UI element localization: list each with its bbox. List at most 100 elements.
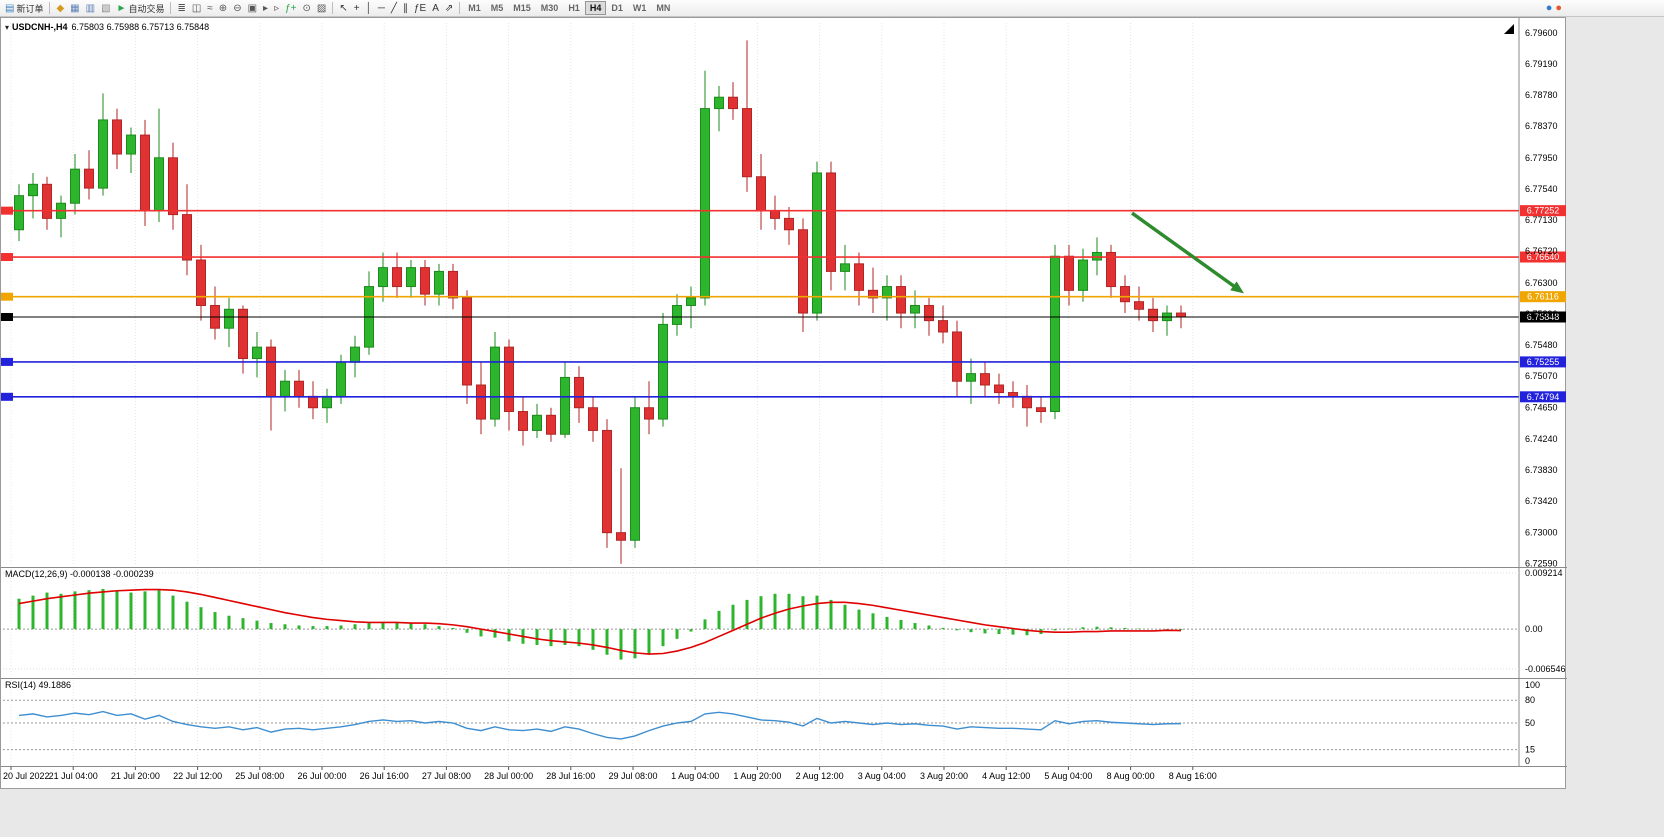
rsi-label: RSI(14) 49.1886 bbox=[5, 680, 72, 690]
tile-windows-icon[interactable]: ▣ bbox=[245, 1, 260, 16]
svg-text:6.77540: 6.77540 bbox=[1525, 184, 1558, 194]
vertical-line-icon-glyph: │ bbox=[365, 2, 372, 14]
svg-text:1 Aug 04:00: 1 Aug 04:00 bbox=[671, 771, 719, 781]
channel-icon-glyph: ∥ bbox=[402, 2, 408, 14]
price-axis[interactable]: 6.79600 6.79190 6.78780 6.78370 6.77950 6.775… bbox=[1525, 28, 1558, 569]
svg-text:21 Jul 04:00: 21 Jul 04:00 bbox=[49, 771, 98, 781]
support-line[interactable]: 6.75255 bbox=[1, 356, 1566, 368]
toolbar-separator bbox=[459, 2, 461, 14]
time-axis[interactable]: 20 Jul 2022 21 Jul 04:00 21 Jul 20:00 22 Ju… bbox=[3, 766, 1217, 782]
svg-text:26 Jul 00:00: 26 Jul 00:00 bbox=[297, 771, 346, 781]
data-window-icon[interactable]: ▥ bbox=[83, 1, 98, 16]
svg-text:8 Aug 16:00: 8 Aug 16:00 bbox=[1169, 771, 1217, 781]
svg-text:0: 0 bbox=[1525, 756, 1530, 766]
svg-text:25 Jul 08:00: 25 Jul 08:00 bbox=[235, 771, 284, 781]
arrows-icon[interactable]: ⇗ bbox=[442, 1, 456, 16]
text-icon-glyph: A bbox=[432, 2, 439, 14]
tile-windows-icon-glyph: ▣ bbox=[247, 2, 258, 14]
timeframe-h1[interactable]: H1 bbox=[568, 3, 580, 13]
resistance-2-line[interactable]: 6.76640 bbox=[1, 251, 1566, 263]
toolbar-separator bbox=[332, 2, 334, 14]
toolbar-button-area: ▤ 新订单 ◆ ▦ ▥ ▧ ► 自动交易 ≣ ◫ ≈ ⊕ ⊖ ▣ ▸ ▹ ƒ+ ⊙ ▨ ↖ + │ ─ ╱ ∥ ƒE A ⇗ M1 M5 M… bbox=[2, 1, 675, 16]
svg-text:6.77130: 6.77130 bbox=[1525, 215, 1558, 225]
fibonacci-icon[interactable]: ƒE bbox=[411, 1, 429, 16]
svg-text:6.74240: 6.74240 bbox=[1525, 434, 1558, 444]
chart-canvas[interactable]: 6.77252 6.76640 6.76116 6.75848 6.75255 6.747… bbox=[1, 18, 1567, 790]
resistance-line[interactable]: 6.77252 bbox=[1, 205, 1566, 217]
svg-text:6.75480: 6.75480 bbox=[1525, 340, 1558, 350]
crosshair-icon-glyph: + bbox=[353, 2, 360, 14]
scroll-to-end-marker[interactable] bbox=[1504, 24, 1514, 34]
strategy-tester-icon[interactable]: ▧ bbox=[98, 1, 113, 16]
svg-text:6.72590: 6.72590 bbox=[1525, 559, 1558, 569]
zoom-in-icon-glyph: ⊕ bbox=[218, 2, 228, 14]
svg-text:21 Jul 20:00: 21 Jul 20:00 bbox=[111, 771, 160, 781]
timeframe-m5[interactable]: M5 bbox=[490, 3, 504, 13]
crosshair-icon[interactable]: + bbox=[351, 1, 363, 16]
svg-text:80: 80 bbox=[1525, 695, 1535, 705]
templates-icon[interactable]: ▨ bbox=[314, 1, 329, 16]
chart-shift-icon[interactable]: ▹ bbox=[271, 1, 282, 16]
current-price-line[interactable]: 6.75848 bbox=[1, 311, 1566, 323]
market-watch-icon[interactable]: ▦ bbox=[67, 1, 82, 16]
pivot-line[interactable]: 6.76116 bbox=[1, 291, 1566, 303]
svg-text:15: 15 bbox=[1525, 745, 1535, 755]
timeframe-mn[interactable]: MN bbox=[656, 3, 671, 13]
svg-text:20 Jul 2022: 20 Jul 2022 bbox=[3, 771, 50, 781]
auto-scroll-icon-glyph: ▸ bbox=[263, 2, 269, 14]
rsi-indicator: 100 80 50 150 bbox=[3, 680, 1540, 766]
data-window-icon-glyph: ▥ bbox=[85, 2, 96, 14]
indicators-icon[interactable]: ƒ+ bbox=[282, 1, 299, 16]
autotrading-button-label: 自动交易 bbox=[128, 3, 165, 14]
symbol-menu-icon[interactable]: ▾ bbox=[5, 23, 10, 32]
periods-icon[interactable]: ⊙ bbox=[300, 1, 314, 16]
line-chart-icon[interactable]: ≈ bbox=[204, 1, 216, 16]
grid-lines bbox=[10, 23, 1194, 765]
cursor-icon[interactable]: ↖ bbox=[336, 1, 350, 16]
new-order-button[interactable]: ▤ 新订单 bbox=[2, 1, 46, 16]
svg-text:6.75070: 6.75070 bbox=[1525, 371, 1558, 381]
ohlc-values: 6.75803 6.75988 6.75713 6.75848 bbox=[71, 22, 210, 32]
gold-symbol-icon[interactable]: ◆ bbox=[53, 1, 67, 16]
svg-text:6.76116: 6.76116 bbox=[1527, 292, 1559, 302]
indicators-icon-glyph: ƒ+ bbox=[285, 2, 297, 14]
timeframe-m15[interactable]: M15 bbox=[513, 3, 531, 13]
support-2-line[interactable]: 6.74794 bbox=[1, 391, 1566, 403]
chart-window[interactable]: 6.77252 6.76640 6.76116 6.75848 6.75255 6.747… bbox=[0, 17, 1567, 790]
trend-arrow-annotation[interactable] bbox=[1130, 211, 1244, 294]
timeframe-h4[interactable]: H4 bbox=[584, 1, 607, 15]
timeframe-w1[interactable]: W1 bbox=[632, 3, 647, 13]
horizontal-line-icon[interactable]: ─ bbox=[375, 1, 388, 16]
timeframe-m1[interactable]: M1 bbox=[468, 3, 481, 13]
bar-chart-icon[interactable]: ≣ bbox=[174, 1, 188, 16]
vertical-line-icon[interactable]: │ bbox=[363, 1, 375, 16]
trendline-icon[interactable]: ╱ bbox=[388, 1, 400, 16]
svg-text:28 Jul 16:00: 28 Jul 16:00 bbox=[546, 771, 595, 781]
zoom-in-icon[interactable]: ⊕ bbox=[216, 1, 230, 16]
auto-scroll-icon[interactable]: ▸ bbox=[260, 1, 271, 16]
timeframe-d1[interactable]: D1 bbox=[611, 3, 623, 13]
horizontal-line-icon-glyph: ─ bbox=[377, 2, 385, 14]
trendline-icon-glyph: ╱ bbox=[390, 2, 397, 14]
svg-text:6.75848: 6.75848 bbox=[1527, 312, 1560, 322]
arrows-icon-glyph: ⇗ bbox=[444, 2, 454, 14]
svg-text:6.79190: 6.79190 bbox=[1525, 59, 1558, 69]
candlestick-chart-icon[interactable]: ◫ bbox=[189, 1, 204, 16]
periods-icon-glyph: ⊙ bbox=[302, 2, 311, 14]
svg-text:6.74650: 6.74650 bbox=[1525, 403, 1558, 413]
svg-text:0.00: 0.00 bbox=[1525, 624, 1543, 634]
svg-text:4 Aug 12:00: 4 Aug 12:00 bbox=[982, 771, 1030, 781]
svg-text:-0.006546: -0.006546 bbox=[1525, 664, 1566, 674]
symbol-period-label: USDCNH-,H4 bbox=[12, 22, 68, 32]
zoom-out-icon[interactable]: ⊖ bbox=[230, 1, 244, 16]
text-icon[interactable]: A bbox=[429, 1, 442, 16]
new-order-glyph: ▤ bbox=[5, 2, 15, 14]
autotrading-button[interactable]: ► 自动交易 bbox=[114, 1, 168, 16]
channel-icon[interactable]: ∥ bbox=[400, 1, 411, 16]
alerts-icon[interactable]: ● bbox=[1555, 2, 1562, 14]
community-icon[interactable]: ● bbox=[1545, 2, 1553, 14]
svg-text:6.73830: 6.73830 bbox=[1525, 465, 1558, 475]
svg-text:6.79600: 6.79600 bbox=[1525, 28, 1558, 38]
bar-chart-icon-glyph: ≣ bbox=[177, 2, 186, 14]
timeframe-m30[interactable]: M30 bbox=[540, 3, 559, 13]
